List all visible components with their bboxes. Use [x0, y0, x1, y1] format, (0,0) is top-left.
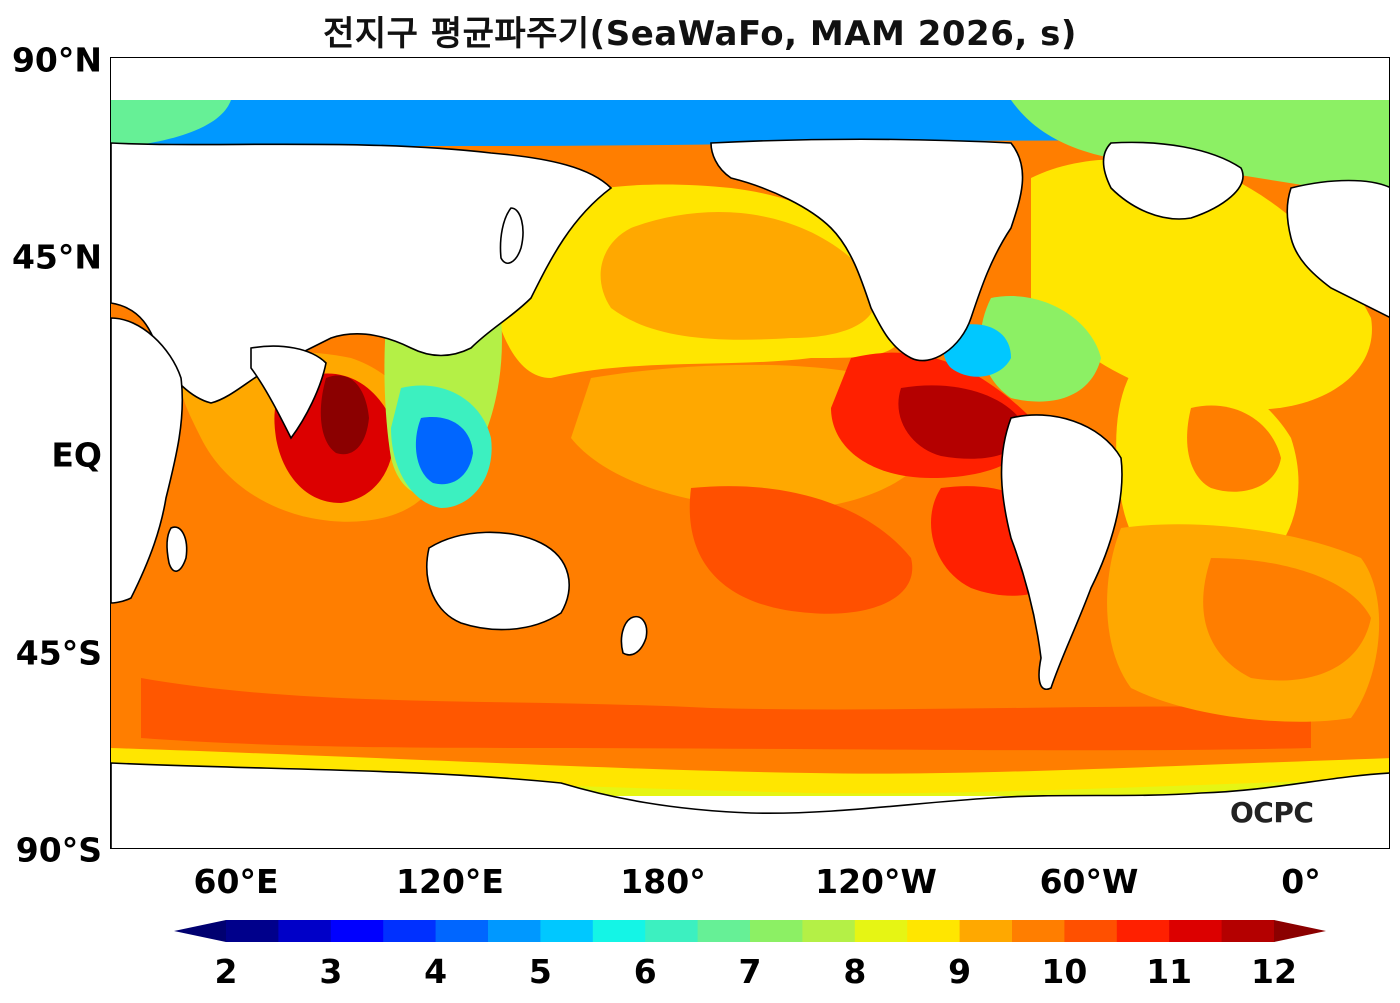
map-panel: [110, 57, 1390, 849]
colorbar-segment: [1221, 920, 1275, 942]
land-europe: [1286, 179, 1389, 318]
colorbar-under-triangle: [174, 920, 226, 942]
colorbar-segment: [488, 920, 541, 942]
arctic-green: [1011, 100, 1389, 198]
colorbar-segment: [278, 920, 332, 942]
colorbar-segment: [854, 920, 908, 942]
colorbar-segment: [645, 920, 699, 942]
map-title: 전지구 평균파주기(SeaWaFo, MAM 2026, s): [323, 14, 1077, 54]
lon-label-120e: 120°E: [396, 862, 504, 901]
land-south-america: [1000, 414, 1123, 690]
wave-period-map: [111, 100, 1389, 848]
lat-label-45s: 45°S: [15, 633, 102, 673]
land-new-zealand: [620, 616, 648, 656]
arctic-left-green: [111, 100, 231, 148]
colorbar-segment: [1064, 920, 1118, 942]
colorbar-tick-label: 7: [738, 952, 762, 991]
colorbar-tick-label: 4: [424, 952, 448, 991]
colorbar-segment: [383, 920, 437, 942]
north-pacific-orange: [600, 212, 877, 340]
land-asia: [111, 142, 613, 404]
southern-ocean-inner: [141, 678, 1311, 751]
atlantic-orange: [1187, 405, 1281, 492]
colorbar-tick-label: 2: [214, 952, 238, 991]
indian-ocean-darkred: [320, 375, 369, 455]
coastal-band-indonesia-deep: [415, 417, 473, 485]
colorbar: [174, 920, 1326, 942]
colorbar-tick-label: 10: [1041, 952, 1088, 991]
lat-label-eq: EQ: [51, 435, 102, 475]
east-pacific-darkred: [898, 385, 1026, 459]
colorbar-segment: [1169, 920, 1223, 942]
colorbar-segment: [907, 920, 961, 942]
colorbar-tick-label: 5: [528, 952, 552, 991]
colorbar-tick-label: 9: [948, 952, 972, 991]
lon-label-120w: 120°W: [815, 862, 937, 901]
colorbar-segment: [1116, 920, 1170, 942]
colorbar-tick-label: 12: [1251, 952, 1297, 991]
colorbar-segment: [592, 920, 646, 942]
lat-label-90n: 90°N: [11, 40, 102, 80]
lon-label-180: 180°: [620, 862, 706, 901]
colorbar-segment: [435, 920, 489, 942]
land-india: [250, 345, 327, 440]
colorbar-tick-label: 3: [319, 952, 343, 991]
south-atlantic-orange: [1203, 558, 1371, 681]
colorbar-over-triangle: [1274, 920, 1326, 942]
colorbar-segment: [802, 920, 856, 942]
lon-label-60e: 60°E: [193, 862, 279, 901]
land-north-america: [710, 138, 1024, 362]
colorbar-segment: [1012, 920, 1065, 942]
land-layer: [111, 138, 1389, 848]
land-africa: [111, 317, 184, 604]
colorbar-tick-label: 6: [633, 952, 657, 991]
lat-label-90s: 90°S: [15, 830, 102, 870]
lon-label-60w: 60°W: [1039, 862, 1139, 901]
colorbar-tick-label: 11: [1146, 952, 1193, 991]
land-australia: [426, 531, 570, 631]
colorbar-segment: [540, 920, 594, 942]
land-japan: [499, 207, 524, 264]
colorbar-segment: [330, 920, 384, 942]
colorbar-tick-label: 8: [843, 952, 867, 991]
south-pacific-red: [689, 486, 913, 614]
land-madagascar: [166, 526, 188, 572]
lon-label-0: 0°: [1281, 862, 1321, 901]
coastal-band-atlantic: [980, 296, 1101, 402]
colorbar-segment: [226, 920, 279, 942]
ocpc-logo: OCPC: [1230, 796, 1314, 829]
atlantic-north: [1031, 159, 1372, 410]
colorbar-segment: [750, 920, 803, 942]
land-greenland: [1102, 141, 1244, 220]
colorbar-segment: [697, 920, 751, 942]
land-antarctica: [111, 762, 1389, 848]
colorbar-segment: [959, 920, 1013, 942]
lat-label-45n: 45°N: [11, 237, 102, 277]
